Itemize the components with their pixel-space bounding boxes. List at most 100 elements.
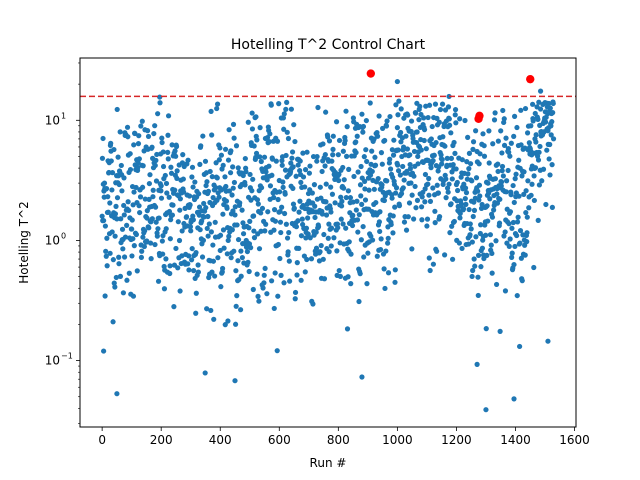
data-point [223, 183, 229, 190]
data-point [235, 165, 241, 171]
data-point [140, 163, 146, 169]
data-point [483, 326, 489, 332]
data-point [169, 142, 175, 148]
data-point [493, 281, 500, 288]
data-point [109, 229, 115, 235]
data-point [361, 254, 367, 260]
data-point [511, 261, 517, 268]
data-point [448, 201, 454, 207]
data-point [339, 198, 345, 204]
data-point [111, 280, 117, 286]
data-point [438, 152, 444, 158]
data-point [401, 177, 407, 183]
data-point [205, 213, 211, 220]
data-point [312, 203, 318, 209]
data-point [398, 191, 405, 197]
data-point [535, 157, 542, 163]
data-point [265, 209, 271, 215]
data-point [196, 191, 202, 197]
data-point [510, 219, 517, 226]
data-point [275, 196, 281, 203]
data-point [160, 149, 166, 155]
data-point [230, 185, 236, 191]
data-point [396, 98, 402, 104]
data-point [515, 214, 521, 220]
data-point [354, 198, 360, 204]
data-point [513, 171, 519, 177]
data-point [117, 129, 123, 135]
data-point [489, 250, 495, 256]
data-point [474, 361, 480, 367]
data-point [291, 205, 297, 211]
data-point [470, 146, 476, 152]
data-point [340, 148, 346, 154]
data-point [183, 214, 190, 220]
data-point [360, 223, 366, 230]
x-tick-label: 1400 [500, 433, 531, 447]
data-point [375, 133, 381, 139]
data-point [147, 172, 153, 178]
data-point [233, 268, 239, 274]
data-point [455, 187, 461, 194]
data-point [131, 243, 137, 249]
data-point [381, 197, 387, 204]
data-point [345, 274, 351, 280]
data-point [343, 108, 349, 114]
data-point [409, 192, 415, 198]
data-point [504, 178, 510, 184]
data-point [137, 194, 144, 200]
data-point [408, 180, 414, 186]
data-point [254, 197, 261, 203]
data-point [267, 183, 274, 189]
x-tick-label: 1000 [382, 433, 413, 447]
data-point [126, 207, 132, 214]
data-point [354, 217, 361, 223]
data-point [319, 168, 325, 175]
data-point [204, 179, 210, 185]
data-point [395, 168, 402, 174]
data-point [303, 235, 309, 241]
data-point [434, 115, 440, 121]
data-point [197, 227, 203, 233]
data-point [129, 217, 135, 223]
data-point [348, 251, 354, 257]
data-point [387, 156, 393, 162]
data-point [186, 193, 193, 199]
data-point [302, 184, 308, 190]
data-point [310, 301, 316, 307]
data-point [465, 134, 471, 140]
data-point [469, 178, 475, 184]
y-tick-label: 10 [45, 233, 60, 247]
data-point [254, 137, 260, 143]
data-point [466, 166, 472, 172]
data-point [411, 173, 417, 179]
data-point [356, 212, 362, 218]
data-point [126, 270, 132, 276]
data-point [238, 307, 244, 313]
data-point [400, 144, 407, 150]
y-tick-exponent: −1 [61, 352, 73, 361]
x-tick-label: 1600 [559, 433, 590, 447]
data-point [317, 249, 323, 255]
data-point [209, 174, 215, 180]
data-point [294, 260, 300, 266]
data-point [153, 178, 160, 184]
data-point [113, 203, 119, 209]
data-point [251, 235, 258, 241]
data-point [298, 179, 304, 186]
data-point [414, 129, 420, 135]
data-point [210, 242, 216, 248]
data-point [276, 101, 282, 107]
data-point [284, 99, 290, 105]
data-point [203, 205, 209, 211]
data-point [305, 215, 311, 221]
data-point [203, 182, 209, 189]
data-point [464, 159, 470, 165]
data-point [363, 147, 369, 153]
data-point [349, 222, 356, 229]
data-point [485, 180, 491, 186]
data-point [251, 228, 257, 234]
data-point [175, 265, 181, 271]
data-point [120, 246, 126, 252]
data-point [377, 209, 383, 215]
